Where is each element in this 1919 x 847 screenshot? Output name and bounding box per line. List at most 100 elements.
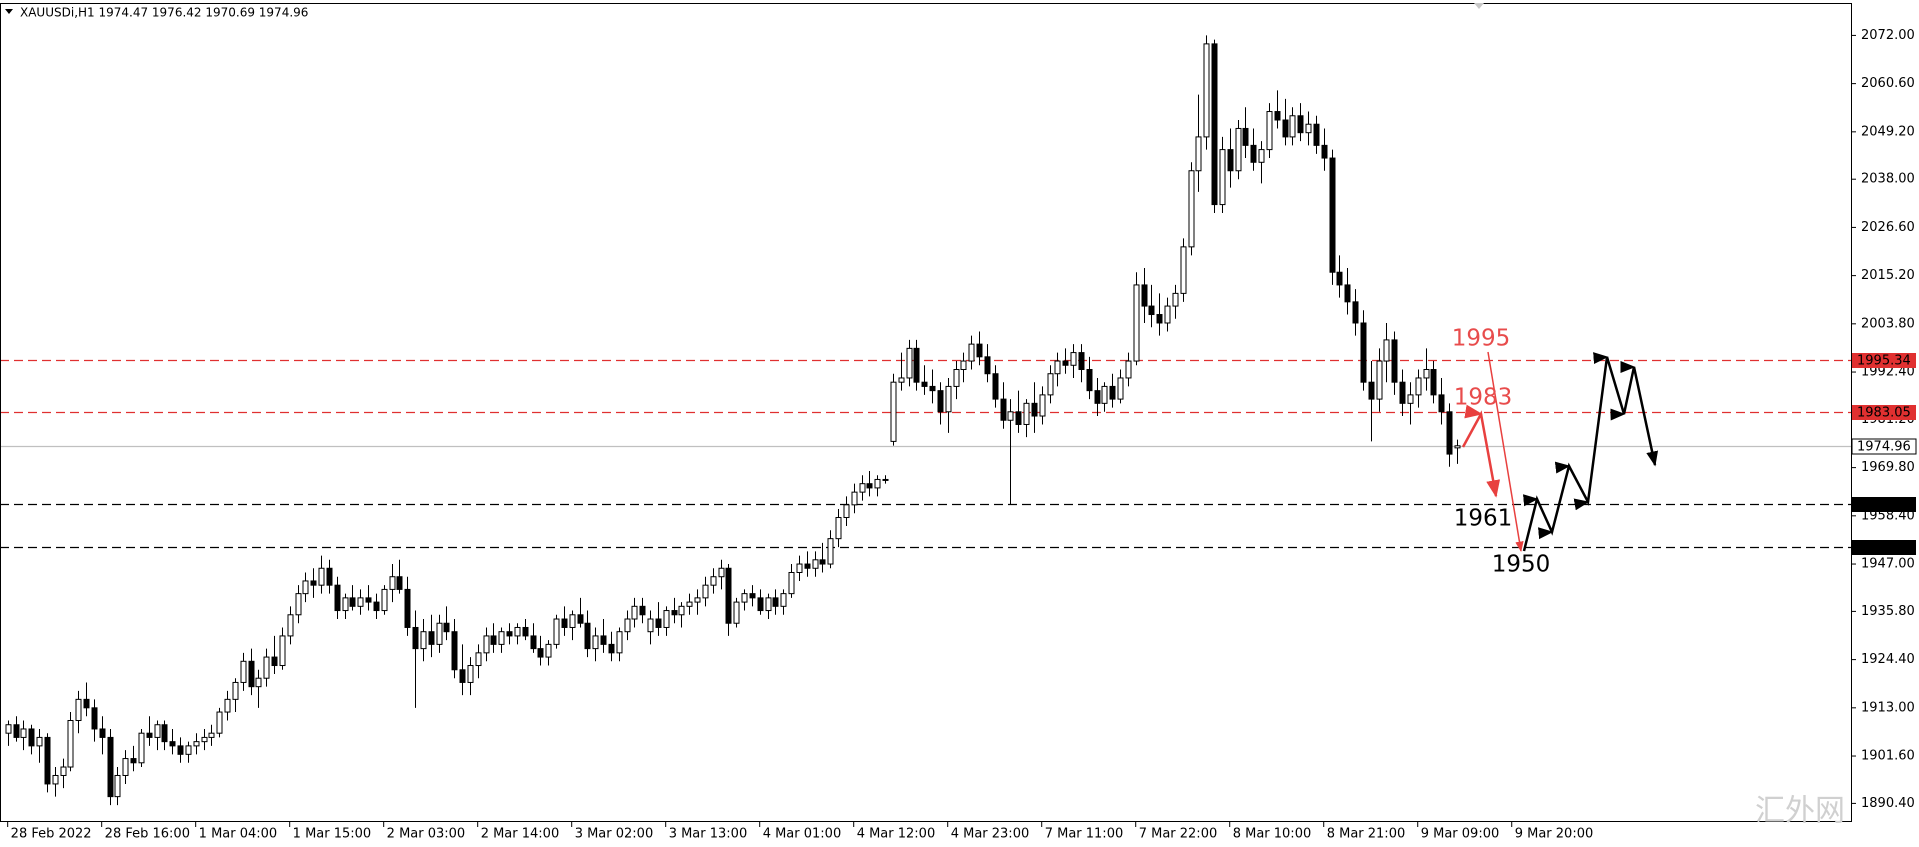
candle-body [929,385,936,392]
candle-body [937,390,944,413]
candle-body [827,538,834,565]
y-tick-label: 2049.20 [1861,124,1915,139]
annotation: 1983 [1454,385,1513,411]
candle-body [874,478,881,489]
candle-body [866,483,873,489]
candle-body [725,567,732,624]
candle-body [1391,339,1398,383]
candle-body [1039,394,1046,417]
candle-body [1007,411,1014,421]
annotation: 1950 [1492,552,1551,578]
candle-body [1180,246,1187,294]
candle-body [1164,305,1171,324]
candle-body [5,724,12,734]
candle-body [577,614,584,624]
candle-body [302,580,309,595]
x-tick-label: 8 Mar 10:00 [1233,827,1312,842]
candle-body [240,660,247,683]
candle-body [968,343,975,362]
candle-body [812,559,819,569]
candle-body [185,745,192,755]
level-label-box [1852,497,1916,512]
candle-body [44,736,51,785]
candle-body [404,588,411,628]
candle-body [1289,115,1296,138]
candle-body [765,597,772,612]
candle-body [608,643,615,654]
level-label: 1995.34 [1857,354,1911,369]
candle-body [530,635,537,650]
y-tick-label: 2026.60 [1861,220,1915,235]
y-tick-label: 1947.00 [1861,557,1915,572]
candle-body [1070,352,1077,366]
x-tick-label: 3 Mar 13:00 [669,827,748,842]
candle-body [138,732,145,764]
candle-body [522,626,529,637]
candle-body [960,360,967,371]
candle-body [890,381,897,442]
candle-body [702,584,709,599]
candle-body [357,597,364,607]
candles [5,35,1461,806]
level-label-box [1851,438,1917,455]
candle-body [1352,301,1359,324]
candle-body [859,483,866,493]
candle-body [1125,360,1132,379]
candle-body [60,766,67,776]
candle-body [326,567,333,586]
y-tick-label: 1901.60 [1861,749,1915,764]
x-tick-label: 7 Mar 22:00 [1139,827,1218,842]
level-label-box [1852,353,1916,368]
candle-body [819,559,826,565]
candle-body [67,720,74,768]
candle-body [772,597,779,607]
candle-body [796,563,803,573]
candle-body [20,728,27,738]
y-tick-label: 1969.80 [1861,460,1915,475]
candle-body [984,356,991,375]
candle-body [584,622,591,650]
candle-body [365,597,372,603]
candle-body [631,605,638,620]
chart-title: XAUUSDi,H1 1974.47 1976.42 1970.69 1974.… [20,6,308,20]
candle-body [1297,115,1304,134]
y-tick-label: 2003.80 [1861,316,1915,331]
candle-body [1407,394,1414,404]
candle-body [553,618,560,645]
candle-body [1227,149,1234,172]
candle-body [1274,111,1281,121]
candle-body [945,385,952,413]
y-tick-label: 2072.00 [1861,28,1915,43]
candle-body [334,584,341,612]
symbol-menu[interactable] [5,9,13,14]
y-tick-label: 1992.40 [1861,365,1915,380]
candle-body [976,343,983,358]
candle-body [1203,43,1210,138]
projection-arrow [1487,351,1524,553]
candle-body [671,610,678,616]
candle-body [545,643,552,658]
candle-body [436,622,443,645]
candle-body [1376,360,1383,400]
y-tick-label: 1913.00 [1861,700,1915,715]
y-tick-label: 1935.80 [1861,604,1915,619]
x-tick-label: 1 Mar 15:00 [293,827,372,842]
candle-body [835,517,842,540]
x-tick-label: 8 Mar 21:00 [1327,827,1406,842]
candle-body [616,631,623,654]
candle-body [1423,369,1430,379]
candle-body [318,567,325,586]
candle-body [169,741,176,747]
y-tick-label: 1890.40 [1861,796,1915,811]
candle-body [224,698,231,713]
candle-body [992,373,999,400]
candle-body [154,724,161,738]
candle-body [310,580,317,586]
candle-body [1344,284,1351,303]
candle-body [1430,369,1437,396]
candle-body [851,491,858,506]
y-tick-label: 2038.00 [1861,172,1915,187]
candle-body [1235,127,1242,172]
candle-body [741,593,748,603]
candle-body [114,774,121,798]
